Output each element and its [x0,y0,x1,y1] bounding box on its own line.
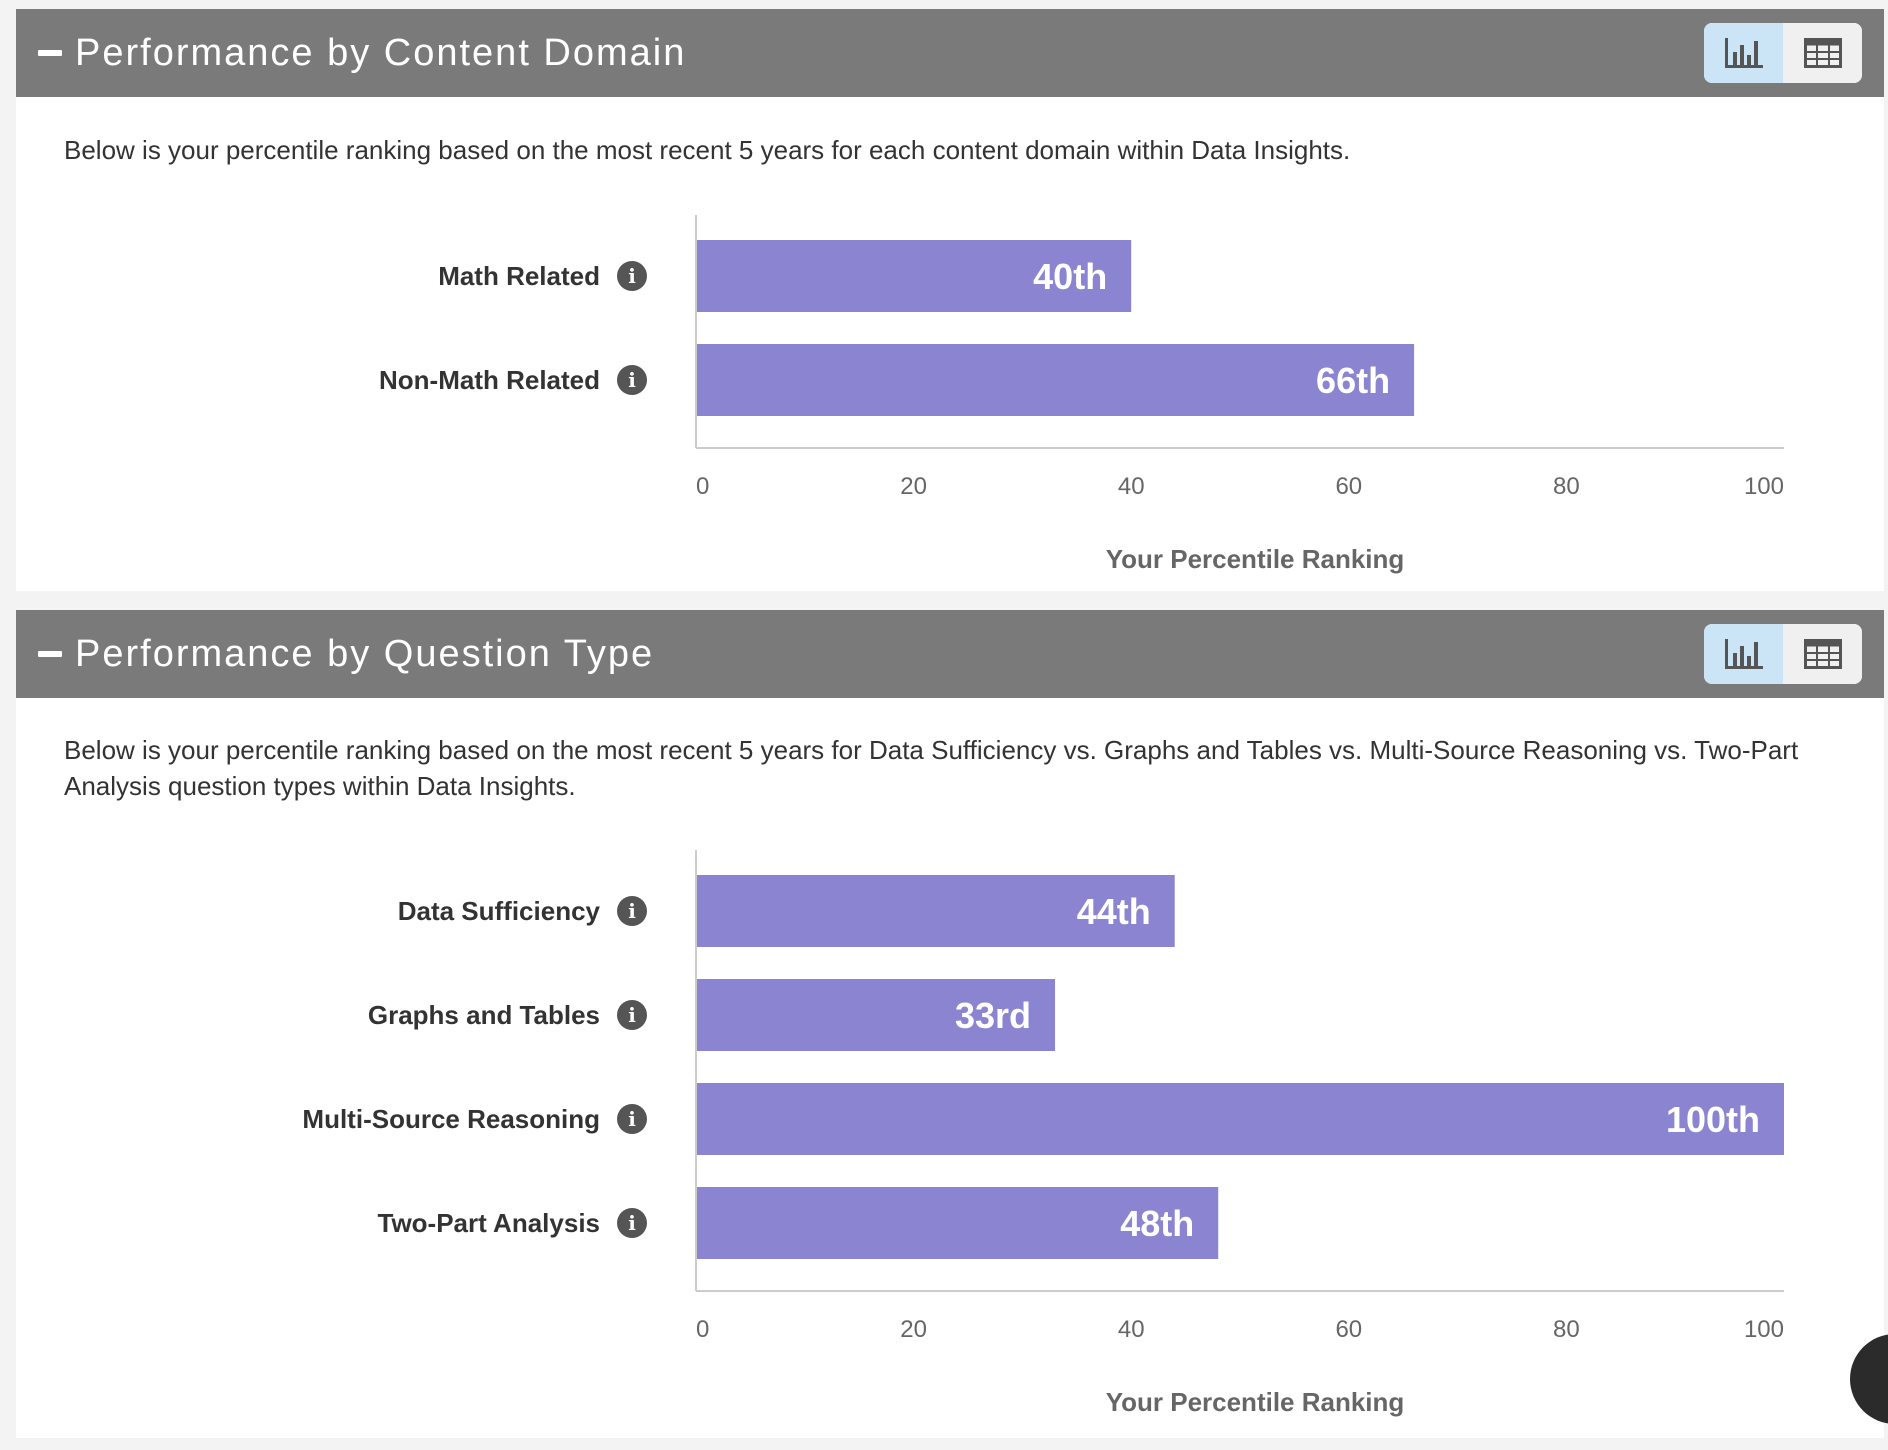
svg-text:i: i [628,1003,636,1027]
question-type-panel: Performance by Question Type [16,610,1884,1438]
content-domain-panel: Performance by Content Domain [16,9,1884,591]
info-icon[interactable]: i [617,365,647,395]
bar-data-label: 66th [1316,360,1390,401]
info-icon[interactable]: i [617,1104,647,1134]
svg-text:i: i [628,264,636,288]
collapse-icon[interactable] [38,651,62,657]
panel-header: Performance by Question Type [16,610,1884,698]
category-label: Graphs and Tables [368,1000,600,1030]
bar-data-label: 48th [1120,1203,1194,1244]
table-view-button[interactable] [1783,624,1862,684]
category-label: Two-Part Analysis [378,1208,601,1238]
x-tick-label: 60 [1335,473,1362,500]
x-tick-label: 0 [696,1316,709,1343]
x-tick-label: 100 [1744,473,1784,500]
x-tick-label: 20 [900,1316,927,1343]
table-view-button[interactable] [1783,23,1862,83]
x-axis-title: Your Percentile Ranking [1106,544,1405,574]
bar[interactable] [697,979,1056,1051]
x-tick-label: 80 [1553,1316,1580,1343]
panel-title: Performance by Question Type [75,633,655,675]
chart-view-button[interactable] [1704,624,1783,684]
x-tick-label: 60 [1335,1316,1362,1343]
x-tick-label: 40 [1118,1316,1145,1343]
svg-text:i: i [628,899,636,923]
panel-description: Below is your percentile ranking based o… [64,135,1351,165]
info-icon[interactable]: i [617,1000,647,1030]
svg-text:i: i [628,1211,636,1235]
bar[interactable] [697,875,1175,947]
view-toggle [1704,624,1862,684]
bar-chart-icon [1724,639,1763,669]
bar[interactable] [697,1187,1219,1259]
category-label: Non-Math Related [379,365,600,395]
x-tick-label: 0 [696,473,709,500]
collapse-icon[interactable] [38,50,62,56]
category-label: Multi-Source Reasoning [302,1104,600,1134]
svg-text:i: i [628,1107,636,1131]
category-label: Data Sufficiency [398,896,601,926]
x-axis-title: Your Percentile Ranking [1106,1387,1405,1417]
panel-header: Performance by Content Domain [16,9,1884,97]
x-tick-label: 100 [1744,1316,1784,1343]
bar-chart-icon [1724,38,1763,68]
bar-data-label: 33rd [955,995,1031,1036]
chart-view-button[interactable] [1704,23,1783,83]
bar[interactable] [697,1083,1784,1155]
bar[interactable] [697,240,1132,312]
panel-title: Performance by Content Domain [75,32,687,74]
bar-data-label: 44th [1077,891,1151,932]
x-tick-label: 80 [1553,473,1580,500]
question-type-chart: 44th Data Sufficiency i 33rd Graphs and Tabl… [302,850,1784,1417]
view-toggle [1704,23,1862,83]
info-icon[interactable]: i [617,1208,647,1238]
content-domain-chart: 40th Math Related i 66th Non-Math Related i 0 2… [379,215,1784,574]
bar-data-label: 40th [1033,256,1107,297]
category-label: Math Related [438,261,600,291]
svg-text:i: i [628,368,636,392]
bar[interactable] [697,344,1415,416]
x-tick-label: 40 [1118,473,1145,500]
table-grid-icon [1803,639,1842,669]
table-grid-icon [1803,38,1842,68]
x-tick-label: 20 [900,473,927,500]
panel-description: Below is your percentile ranking based o… [64,735,1799,801]
info-icon[interactable]: i [617,261,647,291]
info-icon[interactable]: i [617,896,647,926]
bar-data-label: 100th [1666,1099,1760,1140]
